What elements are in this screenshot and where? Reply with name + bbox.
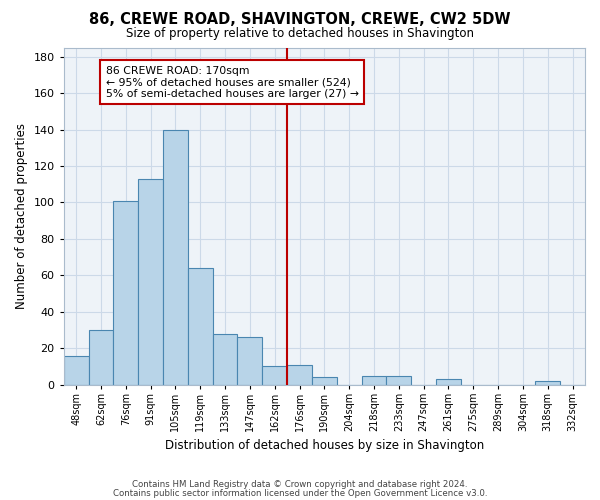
Bar: [163, 130, 188, 384]
Bar: [64, 356, 89, 384]
Bar: [262, 366, 287, 384]
Bar: [287, 364, 312, 384]
Y-axis label: Number of detached properties: Number of detached properties: [15, 123, 28, 309]
Bar: [138, 178, 163, 384]
Text: Size of property relative to detached houses in Shavington: Size of property relative to detached ho…: [126, 28, 474, 40]
Bar: [436, 380, 461, 384]
Bar: [113, 200, 138, 384]
Text: Contains HM Land Registry data © Crown copyright and database right 2024.: Contains HM Land Registry data © Crown c…: [132, 480, 468, 489]
Bar: [362, 376, 386, 384]
X-axis label: Distribution of detached houses by size in Shavington: Distribution of detached houses by size …: [165, 440, 484, 452]
Bar: [212, 334, 238, 384]
Bar: [188, 268, 212, 384]
Text: Contains public sector information licensed under the Open Government Licence v3: Contains public sector information licen…: [113, 488, 487, 498]
Bar: [312, 378, 337, 384]
Bar: [386, 376, 411, 384]
Text: 86, CREWE ROAD, SHAVINGTON, CREWE, CW2 5DW: 86, CREWE ROAD, SHAVINGTON, CREWE, CW2 5…: [89, 12, 511, 28]
Bar: [89, 330, 113, 384]
Bar: [238, 338, 262, 384]
Bar: [535, 381, 560, 384]
Text: 86 CREWE ROAD: 170sqm
← 95% of detached houses are smaller (524)
5% of semi-deta: 86 CREWE ROAD: 170sqm ← 95% of detached …: [106, 66, 359, 99]
